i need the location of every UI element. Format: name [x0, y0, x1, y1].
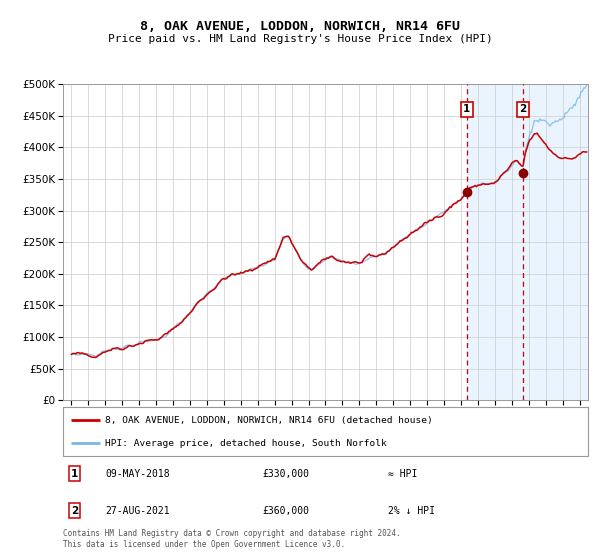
Text: Contains HM Land Registry data © Crown copyright and database right 2024.: Contains HM Land Registry data © Crown c… — [63, 529, 401, 538]
Text: HPI: Average price, detached house, South Norfolk: HPI: Average price, detached house, Sout… — [105, 438, 387, 447]
Text: Price paid vs. HM Land Registry's House Price Index (HPI): Price paid vs. HM Land Registry's House … — [107, 34, 493, 44]
Text: 2% ↓ HPI: 2% ↓ HPI — [389, 506, 436, 516]
Text: £360,000: £360,000 — [263, 506, 310, 516]
Bar — [467, 84, 588, 400]
Text: 8, OAK AVENUE, LODDON, NORWICH, NR14 6FU: 8, OAK AVENUE, LODDON, NORWICH, NR14 6FU — [140, 20, 460, 32]
Text: 8, OAK AVENUE, LODDON, NORWICH, NR14 6FU (detached house): 8, OAK AVENUE, LODDON, NORWICH, NR14 6FU… — [105, 416, 433, 425]
Text: 27-AUG-2021: 27-AUG-2021 — [105, 506, 170, 516]
Text: 2: 2 — [519, 104, 526, 114]
Text: £330,000: £330,000 — [263, 469, 310, 479]
Text: 1: 1 — [463, 104, 470, 114]
Text: 09-MAY-2018: 09-MAY-2018 — [105, 469, 170, 479]
Text: 2: 2 — [71, 506, 78, 516]
Text: ≈ HPI: ≈ HPI — [389, 469, 418, 479]
Text: This data is licensed under the Open Government Licence v3.0.: This data is licensed under the Open Gov… — [63, 540, 345, 549]
Text: 1: 1 — [71, 469, 78, 479]
